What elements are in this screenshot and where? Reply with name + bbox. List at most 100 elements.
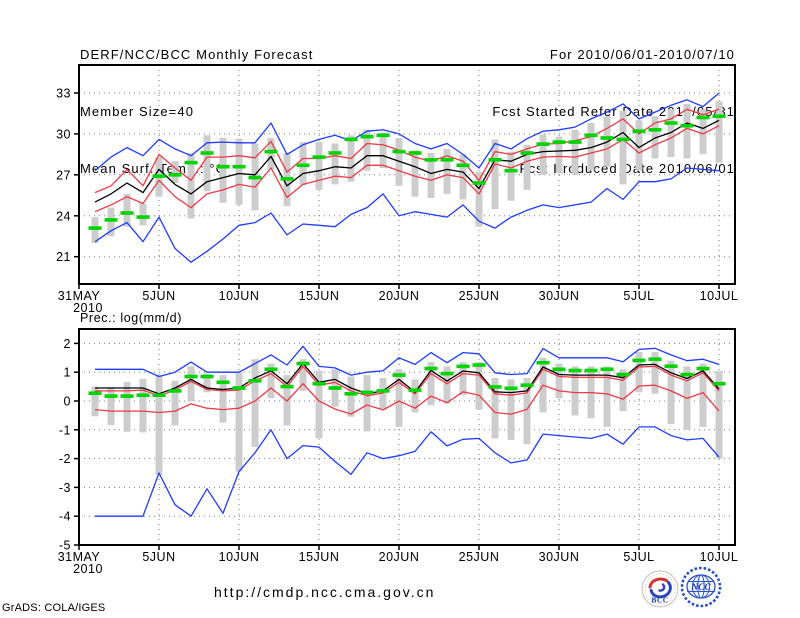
spread-bar — [91, 386, 99, 417]
obs-marker — [568, 368, 582, 373]
bcc-blue-hook-icon — [658, 583, 666, 592]
x-tick-label: 5JUL — [623, 289, 654, 303]
series-blue-envelope-min — [94, 167, 720, 263]
obs-marker — [440, 371, 454, 376]
spread-bar — [459, 362, 467, 396]
obs-marker — [296, 163, 310, 168]
gray-spread-bars — [91, 352, 723, 475]
obs-marker — [168, 389, 182, 393]
obs-marker — [376, 389, 390, 393]
obs-marker — [248, 379, 262, 383]
obs-marker — [584, 368, 598, 373]
obs-marker — [552, 140, 566, 144]
spread-bar — [123, 193, 131, 227]
ncc-meridian2-icon — [697, 574, 705, 599]
obs-marker — [232, 164, 246, 169]
y-tick-label: 24 — [56, 209, 71, 223]
y-tick-label: -2 — [59, 452, 71, 466]
spread-bar — [139, 378, 147, 433]
obs-marker — [712, 114, 726, 118]
x-tick-label: 25JUN — [459, 550, 500, 564]
x-axis-year-label: 2010 — [73, 562, 103, 576]
spread-bar — [523, 378, 531, 445]
spread-bar — [171, 161, 179, 183]
obs-marker — [280, 384, 294, 389]
grads-credit-text: GrADS: COLA/IGES — [2, 602, 106, 614]
x-tick-label: 10JUL — [700, 550, 739, 564]
x-tick-label: 30JUN — [539, 550, 580, 564]
y-tick-label: 2 — [64, 337, 71, 351]
obs-marker — [200, 374, 214, 379]
x-tick-label: 31MAY — [58, 550, 101, 564]
spread-bar — [235, 372, 243, 472]
obs-marker — [184, 160, 198, 165]
obs-marker — [568, 140, 582, 144]
bcc-logo-label: BCC — [651, 596, 668, 605]
obs-marker — [312, 155, 326, 159]
source-url-text: http://cmdp.ncc.cma.gov.cn — [214, 584, 436, 600]
x-tick-label: 10JUL — [700, 289, 739, 303]
spread-bar — [491, 378, 499, 439]
spread-bar — [123, 382, 131, 432]
spread-bar — [587, 123, 595, 171]
x-tick-label: 5JUN — [142, 550, 175, 564]
obs-marker — [520, 383, 534, 387]
spread-bar — [187, 366, 195, 401]
obs-marker — [600, 367, 614, 372]
bcc-logo-text-ring — [644, 573, 676, 605]
obs-marker — [712, 381, 726, 386]
bcc-blue-swirl-icon — [649, 581, 672, 599]
spread-bar — [331, 143, 339, 185]
obs-marker — [216, 164, 230, 169]
spread-bar — [715, 370, 723, 459]
bcc-logo-ring — [641, 570, 679, 608]
obs-marker — [184, 374, 198, 379]
x-tick-label: 31MAY — [58, 289, 101, 303]
obs-marker — [440, 158, 454, 162]
spread-bar — [267, 138, 275, 170]
spread-bar — [219, 138, 227, 203]
obs-marker — [456, 163, 470, 168]
obs-marker — [168, 173, 182, 177]
spread-bar — [619, 369, 627, 412]
series-ensemble-mean — [94, 119, 720, 203]
x-axis-year-label: 2010 — [73, 301, 103, 315]
spread-bar — [683, 103, 691, 159]
spread-bar — [507, 151, 515, 201]
axes: 33 30 27 24 21 31MAY 5JUN 10JUN 15JUN 20JUN 25JUN 3… — [56, 87, 738, 316]
obs-marker — [632, 129, 646, 133]
obs-marker — [152, 393, 166, 397]
obs-marker — [248, 175, 262, 180]
obs-marker — [696, 366, 710, 371]
series-blue-envelope-min — [95, 426, 720, 517]
obs-marker — [680, 372, 694, 377]
spread-bar — [635, 120, 643, 171]
temperature-chart: 33 30 27 24 21 31MAY 5JUN 10JUN 15JUN 20JUN 25JUN 3… — [56, 64, 738, 316]
y-tick-label: 30 — [56, 127, 71, 141]
obs-marker — [472, 181, 486, 185]
obs-marker — [344, 137, 358, 142]
y-tick-label: -5 — [59, 539, 71, 553]
obs-marker — [424, 366, 438, 371]
spread-bar — [363, 129, 371, 171]
spread-bar — [571, 366, 579, 416]
spread-bar — [555, 136, 563, 174]
spread-bar — [299, 359, 307, 391]
obs-marker — [520, 151, 534, 155]
spread-bar — [315, 370, 323, 439]
obs-marker — [472, 363, 486, 367]
x-tick-label: 15JUN — [299, 550, 340, 564]
spread-bar — [443, 148, 451, 194]
y-tick-label: -1 — [59, 423, 71, 437]
obs-marker — [120, 211, 134, 215]
precip-variable-label: Prec.: log(mm/d) — [80, 311, 182, 325]
y-tick-label: 1 — [64, 366, 71, 380]
spread-bar — [635, 352, 643, 393]
obs-marker — [232, 386, 246, 390]
obs-marker — [280, 177, 294, 181]
obs-marker — [632, 358, 646, 363]
obs-marker — [456, 364, 470, 369]
spread-bar — [475, 172, 483, 227]
obs-marker — [488, 158, 502, 162]
